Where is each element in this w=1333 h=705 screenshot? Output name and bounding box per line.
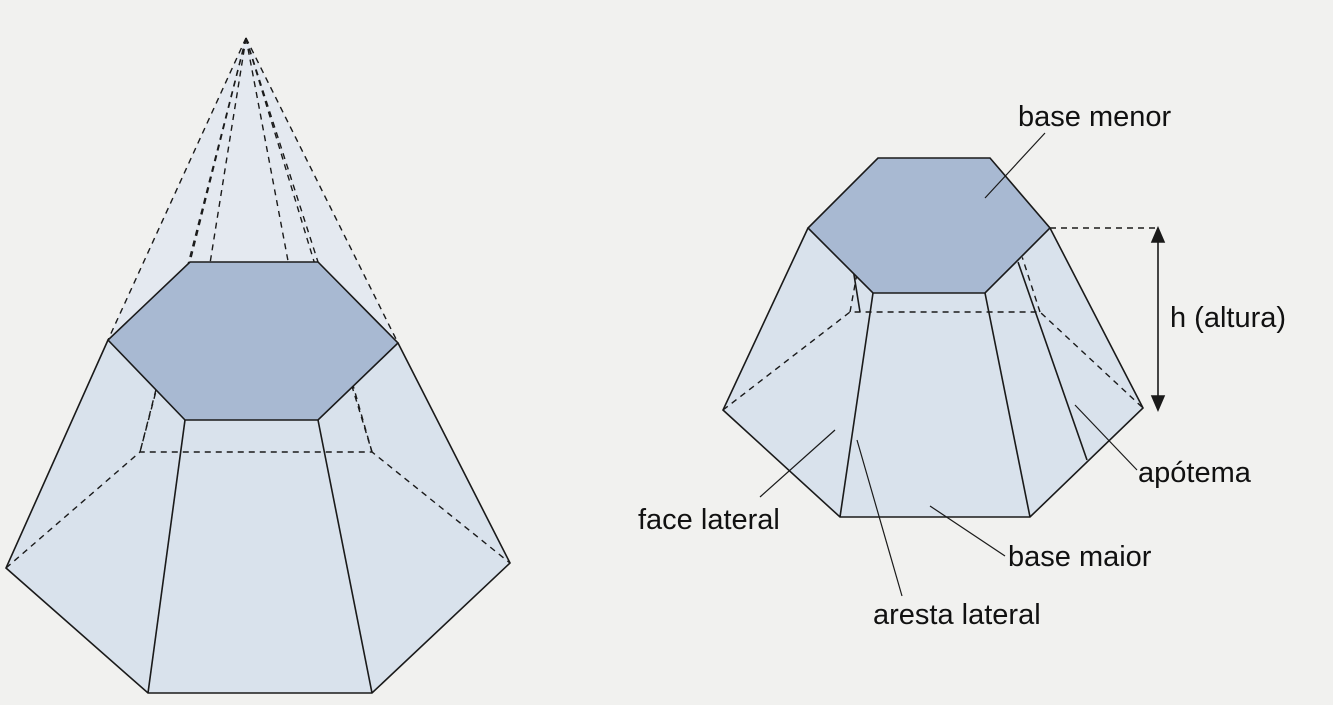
label-apotema: apótema bbox=[1138, 457, 1251, 489]
frustum-outline-right bbox=[722, 227, 1144, 518]
top-hexagon bbox=[806, 157, 1052, 294]
label-base-maior: base maior bbox=[1008, 541, 1152, 573]
frustum-body bbox=[6, 340, 510, 693]
label-aresta-lateral: aresta lateral bbox=[873, 599, 1041, 631]
leader-aresta-lateral bbox=[856, 439, 903, 597]
height-arrow-down bbox=[1150, 395, 1166, 413]
leader-apotema bbox=[1074, 404, 1138, 471]
leader-base-maior bbox=[929, 505, 1006, 557]
leader-base-menor bbox=[984, 132, 1046, 199]
hidden-base-edges bbox=[5, 451, 511, 569]
height-arrow-up bbox=[1150, 225, 1166, 243]
pyramid-figure bbox=[5, 37, 511, 694]
lateral-edge-2 bbox=[317, 419, 373, 694]
frustum-outline bbox=[5, 339, 511, 694]
apex-line-1 bbox=[107, 37, 247, 341]
label-base-menor: base menor bbox=[1018, 101, 1172, 133]
right-edge-front-left bbox=[839, 292, 874, 518]
lateral-edge-1 bbox=[147, 419, 186, 694]
frustum-figure bbox=[722, 132, 1166, 597]
right-edge-front-right bbox=[984, 292, 1031, 518]
apex-line-4 bbox=[245, 37, 399, 344]
label-face-lateral: face lateral bbox=[638, 504, 780, 536]
leader-face-lateral bbox=[759, 429, 836, 498]
apotema-line bbox=[1017, 261, 1088, 461]
section-hexagon bbox=[106, 261, 400, 421]
hidden-base-edges-right bbox=[722, 311, 1144, 411]
label-h-altura: h (altura) bbox=[1170, 302, 1287, 334]
